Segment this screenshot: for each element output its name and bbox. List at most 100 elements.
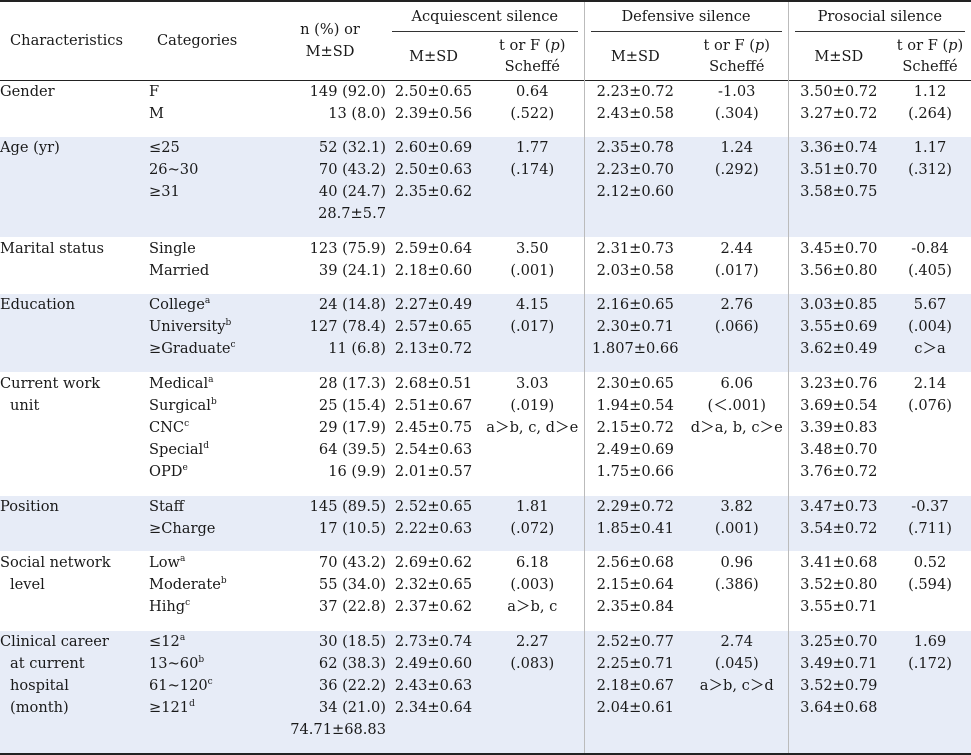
prosocial-stat-cell-line: (.172) <box>908 655 952 672</box>
acquiescent-msd-cell-line: 2.35±0.62 <box>394 183 473 200</box>
category-item: ≥31 <box>149 183 180 200</box>
scheffe-group-marker: c <box>185 598 191 608</box>
defensive-stat-cell-line: (.066) <box>714 318 759 335</box>
acquiescent-msd-cell: 2.52±0.65 2.22±0.63 <box>386 495 481 552</box>
prosocial-msd-cell-line: 3.55±0.71 <box>800 598 878 615</box>
defensive-msd-cell-line: 2.23±0.72 <box>596 83 674 100</box>
acquiescent-msd-cell-line: 2.73±0.74 <box>394 633 473 650</box>
n-cell-line: 30 (18.5) <box>318 633 386 650</box>
scheffe-group-marker: c <box>207 677 213 687</box>
table-row: Gender F M 149 (92.0) 13 (8.0) 2.50±0.65 2.39±… <box>0 80 971 137</box>
acquiescent-msd-cell-line: 2.39±0.56 <box>394 105 473 122</box>
defensive-msd-cell-line: 2.49±0.69 <box>596 441 674 458</box>
defensive-stat-cell-line: -1.03 <box>718 83 756 100</box>
category-item: Moderateb <box>149 576 227 593</box>
category-cell: Lowa Moderateb Hihgc <box>149 552 274 631</box>
defensive-stat-cell: 0.96 (.386) <box>686 551 789 631</box>
defensive-msd-cell: 2.16±0.65 2.30±0.71 1.807±0.66 <box>584 293 687 373</box>
n-cell: 149 (92.0) 13 (8.0) <box>274 81 386 137</box>
defensive-stat-cell-line: a＞b, c＞d <box>699 677 774 694</box>
defensive-stat-cell-line: 2.44 <box>720 240 754 257</box>
defensive-msd-cell-line: 2.35±0.78 <box>596 139 674 156</box>
n-cell-line: 149 (92.0) <box>309 83 386 100</box>
characteristic-cell: Gender <box>0 81 149 137</box>
n-cell-line: 37 (22.8) <box>318 598 386 615</box>
acquiescent-msd-cell-line: 2.59±0.64 <box>394 240 473 257</box>
acquiescent-stat-cell: 0.64 (.522) <box>481 80 585 137</box>
n-cell-line: 70 (43.2) <box>318 554 386 571</box>
scheffe-group-marker: c <box>184 419 190 429</box>
n-cell-line: 55 (34.0) <box>318 576 386 593</box>
characteristic-cell: Age (yr) <box>0 136 149 238</box>
category-item: Speciald <box>149 441 209 458</box>
acquiescent-msd-cell-line: 2.34±0.64 <box>394 699 473 716</box>
acquiescent-msd-cell-line: 2.22±0.63 <box>394 520 473 537</box>
category-item: ≥Charge <box>149 520 216 537</box>
defensive-msd-cell-line: 1.75±0.66 <box>596 463 674 480</box>
defensive-msd-cell-line: 2.31±0.73 <box>596 240 674 257</box>
defensive-stat-cell-line: (.292) <box>714 161 759 178</box>
defensive-msd-cell: 2.31±0.73 2.03±0.58 <box>584 238 686 294</box>
characteristic-cell-line: Clinical career <box>0 633 109 650</box>
acquiescent-stat-cell-line: 3.03 <box>516 375 549 392</box>
acquiescent-stat-cell-line: (.017) <box>510 318 555 335</box>
acquiescent-msd-cell-line: 2.52±0.65 <box>394 498 473 515</box>
characteristic-cell: Social network level <box>0 552 149 631</box>
n-cell-line: 34 (21.0) <box>318 699 386 716</box>
defensive-msd-cell-line: 2.43±0.58 <box>596 105 674 122</box>
scheffe-group-marker: b <box>220 576 227 586</box>
prosocial-stat-cell-line: 5.67 <box>913 296 947 313</box>
prosocial-stat-cell-line: 0.52 <box>913 554 947 571</box>
prosocial-msd-cell: 3.47±0.73 3.54±0.72 <box>788 495 890 552</box>
prosocial-stat-cell: 2.14 (.076) <box>889 373 971 496</box>
acquiescent-msd-cell-line: 2.27±0.49 <box>394 296 473 313</box>
prosocial-msd-cell: 3.50±0.72 3.27±0.72 <box>788 81 889 137</box>
category-cell: ≤12a 13~60b 61~120c ≥121d <box>149 630 274 754</box>
header-pro-stat: t or F (p) Scheffé <box>896 37 964 75</box>
table-header: Characteristics Categories n (%) or M±SD… <box>0 1 971 81</box>
acquiescent-stat-cell: 1.81 (.072) <box>481 495 585 552</box>
acquiescent-msd-cell: 2.60±0.69 2.50±0.63 2.35±0.62 <box>386 136 481 238</box>
characteristic-cell-line: Current work <box>0 375 101 392</box>
category-cell: Single Married <box>149 238 274 294</box>
n-cell-line: 13 (8.0) <box>328 105 386 122</box>
characteristic-cell-line: (month) <box>10 699 69 716</box>
acquiescent-msd-cell-line: 2.32±0.65 <box>394 576 473 593</box>
acquiescent-stat-cell: 3.50 (.001) <box>481 237 585 294</box>
defensive-stat-cell-line: 3.82 <box>720 498 754 515</box>
prosocial-stat-cell: -0.37 (.711) <box>889 495 971 552</box>
table-row: Social network level Lowa Moderateb Hihgc 70 … <box>0 551 971 631</box>
n-cell-line: 62 (38.3) <box>318 655 386 672</box>
acquiescent-msd-cell: 2.59±0.64 2.18±0.60 <box>386 238 481 294</box>
defensive-stat-cell: 2.76 (.066) <box>686 293 789 373</box>
prosocial-msd-cell-line: 3.41±0.68 <box>800 554 878 571</box>
header-def-msd: M±SD <box>610 47 660 65</box>
category-item: Collegea <box>149 296 211 313</box>
header-group-acquiescent: Acquiescent silence <box>386 1 585 32</box>
acquiescent-msd-cell: 2.73±0.74 2.49±0.60 2.43±0.63 2.34±0.64 <box>386 630 481 754</box>
category-item: 61~120c <box>149 677 213 694</box>
category-item: ≤12a <box>149 633 186 650</box>
prosocial-msd-cell-line: 3.69±0.54 <box>800 397 878 414</box>
n-cell-line: 52 (32.1) <box>318 139 386 156</box>
acquiescent-msd-cell-line: 2.45±0.75 <box>394 419 473 436</box>
prosocial-msd-cell-line: 3.62±0.49 <box>800 340 878 357</box>
characteristic-cell-line: Social network <box>0 554 111 571</box>
header-n: n (%) or M±SD <box>274 1 386 81</box>
scheffe-group-marker: a <box>179 554 186 564</box>
defensive-stat-cell-line: (.386) <box>714 576 759 593</box>
category-item: ≤25 <box>149 139 180 156</box>
acquiescent-stat-cell-line: 1.77 <box>516 139 549 156</box>
acquiescent-msd-cell: 2.50±0.65 2.39±0.56 <box>386 81 481 137</box>
category-item: Universityb <box>149 318 232 335</box>
prosocial-msd-cell-line: 3.52±0.80 <box>800 576 878 593</box>
prosocial-msd-cell-line: 3.48±0.70 <box>800 441 878 458</box>
defensive-msd-cell-line: 2.12±0.60 <box>596 183 674 200</box>
defensive-msd-cell-line: 2.29±0.72 <box>596 498 674 515</box>
prosocial-stat-cell: -0.84 (.405) <box>889 238 971 294</box>
category-item: 26~30 <box>149 161 199 178</box>
category-cell: Staff ≥Charge <box>149 495 274 552</box>
n-cell-line: 28.7±5.7 <box>318 205 386 222</box>
prosocial-msd-cell-line: 3.47±0.73 <box>800 498 878 515</box>
category-item: M <box>149 105 164 122</box>
